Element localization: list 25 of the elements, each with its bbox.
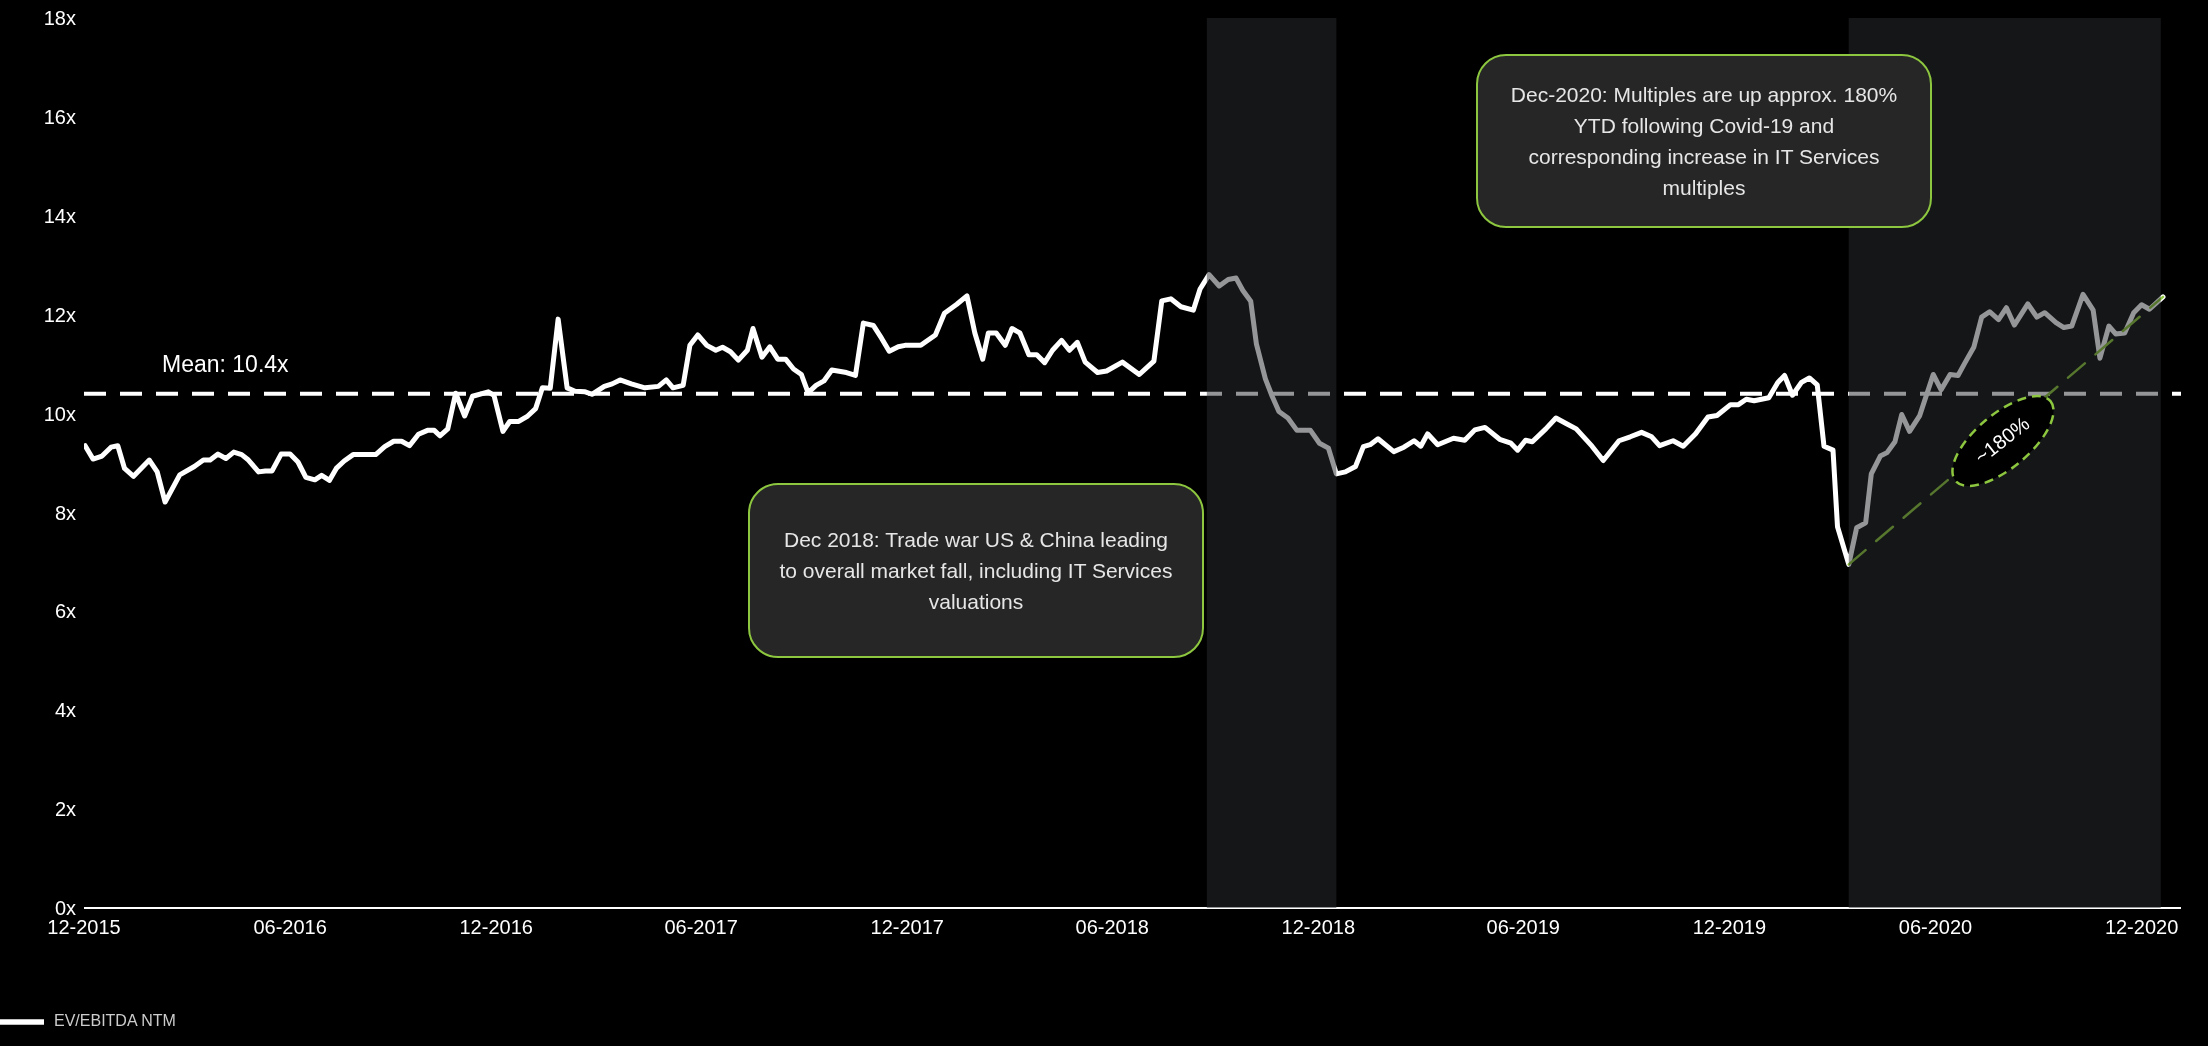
annotation: Dec-2020: Multiples are up approx. 180% YTD following Covid-19 and corresponding increase in IT Services multiples bbox=[1509, 82, 1899, 201]
callout-box: Dec 2018: Trade war US & China leading to overall market fall, including IT Services valuations bbox=[748, 483, 1204, 658]
x-tick-label: 12-2017 bbox=[870, 916, 944, 939]
y-tick-label: 8x bbox=[54, 501, 76, 524]
x-tick-label: 12-2018 bbox=[1281, 916, 1356, 939]
y-tick-label: 16x bbox=[43, 105, 76, 128]
x-tick-label: 06-2017 bbox=[664, 916, 738, 939]
x-tick-label: 06-2020 bbox=[1898, 916, 1973, 939]
y-tick-label: 6x bbox=[54, 600, 76, 623]
callout-box: Dec-2020: Multiples are up approx. 180% YTD following Covid-19 and corresponding increase in IT Services multiples bbox=[1476, 54, 1932, 228]
y-tick-label: 10x bbox=[43, 402, 76, 425]
y-tick-label: 2x bbox=[54, 798, 76, 821]
x-tick-label: 12-2019 bbox=[1692, 916, 1767, 939]
legend-label: EV/EBITDA NTM bbox=[54, 1012, 176, 1030]
x-tick-label: 12-2016 bbox=[459, 916, 533, 939]
y-tick-label: 14x bbox=[43, 204, 76, 227]
x-tick-label: 06-2016 bbox=[253, 916, 327, 939]
x-tick-label: 12-2020 bbox=[2104, 916, 2179, 939]
ref-line-label: Mean: 10.4x bbox=[162, 350, 290, 377]
y-tick-label: 12x bbox=[43, 303, 76, 326]
y-tick-label: 18x bbox=[43, 7, 76, 30]
x-tick-label: 06-2019 bbox=[1486, 916, 1560, 939]
x-tick-label: 06-2018 bbox=[1075, 916, 1149, 939]
annotation: Dec 2018: Trade war US & China leading to overall market fall, including IT Services valuations bbox=[778, 527, 1174, 615]
y-tick-label: 4x bbox=[54, 699, 76, 722]
